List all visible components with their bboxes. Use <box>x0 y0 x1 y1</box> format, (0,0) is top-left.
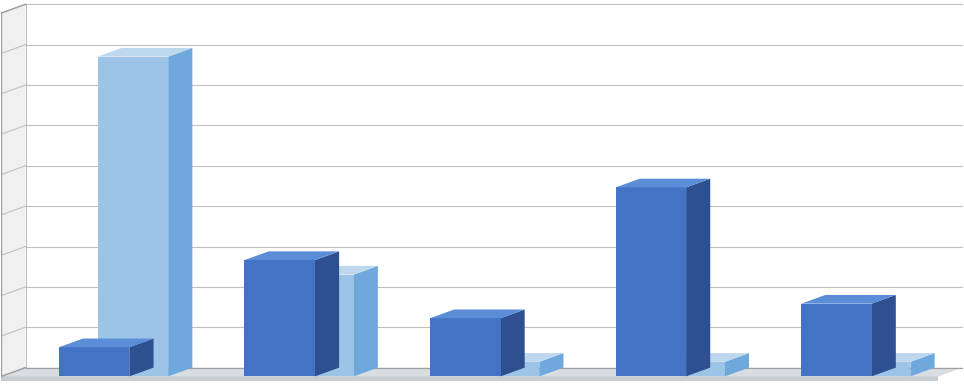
Polygon shape <box>655 362 725 377</box>
Polygon shape <box>840 362 910 377</box>
Polygon shape <box>354 266 378 377</box>
Polygon shape <box>801 295 896 304</box>
Polygon shape <box>245 251 339 260</box>
Polygon shape <box>840 353 934 362</box>
Polygon shape <box>168 48 193 377</box>
Polygon shape <box>725 353 749 377</box>
Polygon shape <box>283 266 378 275</box>
Polygon shape <box>430 310 524 318</box>
Polygon shape <box>1 377 939 381</box>
Polygon shape <box>283 275 354 377</box>
Polygon shape <box>59 347 129 377</box>
Polygon shape <box>1 4 25 377</box>
Polygon shape <box>59 338 153 347</box>
Polygon shape <box>469 362 539 377</box>
Polygon shape <box>430 318 500 377</box>
Polygon shape <box>686 179 710 377</box>
Polygon shape <box>910 353 934 377</box>
Polygon shape <box>469 353 564 362</box>
Polygon shape <box>500 310 524 377</box>
Polygon shape <box>616 187 686 377</box>
Polygon shape <box>801 304 871 377</box>
Polygon shape <box>616 179 710 187</box>
Polygon shape <box>315 251 339 377</box>
Polygon shape <box>129 338 153 377</box>
Polygon shape <box>97 48 193 57</box>
Polygon shape <box>245 260 315 377</box>
Polygon shape <box>655 353 749 362</box>
Polygon shape <box>1 368 963 377</box>
Polygon shape <box>871 295 896 377</box>
Polygon shape <box>97 57 168 377</box>
Polygon shape <box>539 353 564 377</box>
